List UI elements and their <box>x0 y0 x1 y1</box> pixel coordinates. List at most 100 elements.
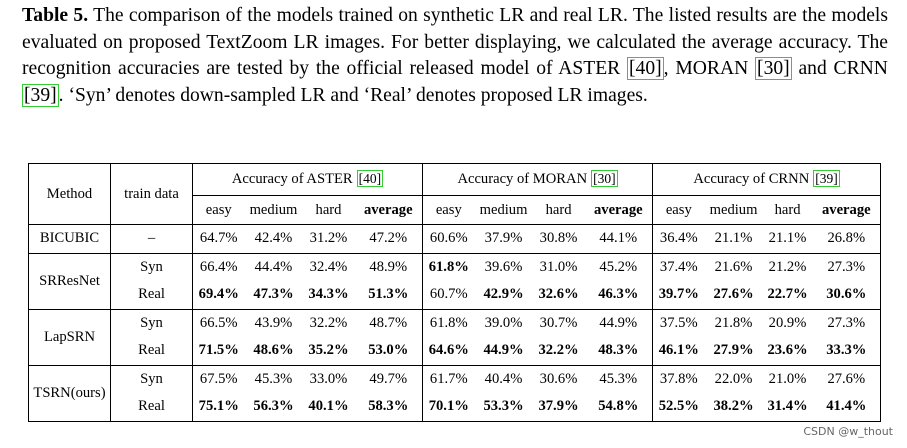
value-cell: 53.0% <box>368 342 409 359</box>
value-cell: 32.2% <box>538 342 579 359</box>
value-cell: 64.6% <box>422 337 475 365</box>
value-cell: 44.9% <box>584 308 653 337</box>
data-row: BICUBIC –64.7% 42.4% 31.2% 47.2% 60.6% 37.9% 30… <box>28 224 881 253</box>
value-cell: 44.4% <box>244 252 303 281</box>
value-cell: 40.4% <box>474 364 533 393</box>
header-sub: average <box>584 195 653 225</box>
value-cell: 37.5% <box>652 308 705 337</box>
value-cell: 48.9% <box>354 252 423 281</box>
value-cell: 48.3% <box>598 342 639 359</box>
value-cell: 30.6% <box>826 286 867 303</box>
header-sub: average <box>812 195 881 225</box>
citation[interactable]: [30] <box>591 170 618 187</box>
header-group-text: Accuracy of CRNN <box>693 171 810 187</box>
value-cell: 48.6% <box>253 342 294 359</box>
value-cell: 45.3% <box>584 364 653 393</box>
value-cell: 37.4% <box>652 252 705 281</box>
value-cell: 21.1% <box>762 224 813 253</box>
value-cell: 37.9% <box>474 224 533 253</box>
value-cell: 41.4% <box>826 398 867 415</box>
value-cell: 75.1% <box>192 393 245 421</box>
value-cell: 20.9% <box>762 308 813 337</box>
caption: Table 5. The comparison of the models tr… <box>22 3 888 109</box>
value-cell: 61.8% <box>422 252 475 281</box>
value-cell: 40.1% <box>308 398 349 415</box>
value-cell: 30.8% <box>532 224 585 253</box>
value-cell: 32.4% <box>302 252 355 281</box>
citation[interactable]: [39] <box>22 83 59 107</box>
value-cell: 44.1% <box>584 224 653 253</box>
header-row: easy medium hard average easy medium hard avera… <box>29 195 881 225</box>
value-cell: 61.8% <box>422 308 475 337</box>
header-sub: medium <box>244 195 303 225</box>
value-cell: 48.7% <box>354 308 423 337</box>
citation[interactable]: [40] <box>627 57 664 81</box>
caption-label: Table 5. <box>22 5 89 26</box>
caption-text: The comparison of the models trained on … <box>22 5 889 80</box>
value-cell: 39.7% <box>652 281 705 309</box>
value-cell: 43.9% <box>244 308 303 337</box>
value-cell: 45.3% <box>244 364 303 393</box>
value-cell: 70.1% <box>422 393 475 421</box>
value-cell: 64.7% <box>192 224 245 253</box>
value-cell: 34.3% <box>308 286 349 303</box>
data-row: LapSRN Syn 66.5% 43.9% 32.2% 48.7% 61.8% 39.0% 3… <box>28 308 881 365</box>
results-table: Method train data Accuracy of ASTER [40] A… <box>28 163 882 422</box>
value-cell: 32.2% <box>302 308 355 337</box>
value-cell: 30.6% <box>532 364 585 393</box>
header-sub: average <box>354 195 423 225</box>
header-sub: hard <box>302 195 355 225</box>
header-group: Accuracy of ASTER [40] <box>191 163 423 196</box>
value-cell: 56.3% <box>253 398 294 415</box>
caption-text: and CRNN <box>798 58 888 80</box>
data-row: Real 71.5% 48.6% 35.2% 53.0% 64.6% 44.9% 32.2% 4… <box>29 337 881 365</box>
caption-text: , MORAN <box>663 58 749 80</box>
value-cell: 46.3% <box>598 286 639 303</box>
header-cell: train data <box>110 163 193 225</box>
header-group-text: Accuracy of ASTER <box>231 171 353 187</box>
value-cell: 33.0% <box>302 364 355 393</box>
header-sub: easy <box>652 195 705 225</box>
citation[interactable]: [39] <box>813 170 840 187</box>
value-cell: 39.0% <box>474 308 533 337</box>
value-cell: 33.3% <box>826 342 867 359</box>
header-sub: medium <box>704 195 763 225</box>
value-cell: 52.5% <box>652 393 705 421</box>
value-cell: 21.8% <box>704 308 763 337</box>
header-sub: easy <box>422 195 475 225</box>
value-cell: 42.9% <box>483 286 524 303</box>
value-cell: 54.8% <box>598 398 639 415</box>
header-sub: medium <box>474 195 533 225</box>
data-row: TSRN(ours) Syn 67.5% 45.3% 33.0% 49.7% 61.7% 40… <box>28 364 881 421</box>
value-cell: 23.6% <box>767 342 808 359</box>
header-group: Accuracy of MORAN [30] <box>422 163 653 196</box>
method-cell: TSRN(ours) <box>28 364 111 421</box>
train-cell: Real <box>110 337 193 365</box>
value-cell: 66.4% <box>192 252 245 281</box>
value-cell: 22.0% <box>704 364 763 393</box>
value-cell: 30.7% <box>532 308 585 337</box>
value-cell: 22.7% <box>767 286 808 303</box>
data-row: SRResNet Syn 66.4% 44.4% 32.4% 48.9% 61.8% 39.6… <box>28 252 881 309</box>
header-sub: easy <box>192 195 245 225</box>
value-cell: 45.2% <box>584 252 653 281</box>
header-row: Method train data Accuracy of ASTER [40] A… <box>29 163 881 225</box>
value-cell: 27.3% <box>812 252 881 281</box>
value-cell: 27.6% <box>812 364 881 393</box>
train-cell: Real <box>110 393 193 421</box>
train-cell: Syn <box>110 308 193 337</box>
citation[interactable]: [30] <box>755 57 792 81</box>
value-cell: 42.4% <box>244 224 303 253</box>
value-cell: 27.6% <box>713 286 754 303</box>
value-cell: 71.5% <box>192 337 245 365</box>
value-cell: 47.2% <box>354 224 423 253</box>
method-cell: SRResNet <box>28 252 111 309</box>
citation[interactable]: [40] <box>356 170 384 187</box>
value-cell: 69.4% <box>192 281 245 309</box>
value-cell: 47.3% <box>253 286 294 303</box>
data-row: Real 75.1% 56.3% 40.1% 58.3% 70.1% 53.3% 37.9% 5… <box>29 393 881 421</box>
value-cell: 21.2% <box>762 252 813 281</box>
caption-text: . ‘Syn’ denotes down-sampled LR and ‘Rea… <box>58 84 648 106</box>
value-cell: 53.3% <box>483 398 524 415</box>
